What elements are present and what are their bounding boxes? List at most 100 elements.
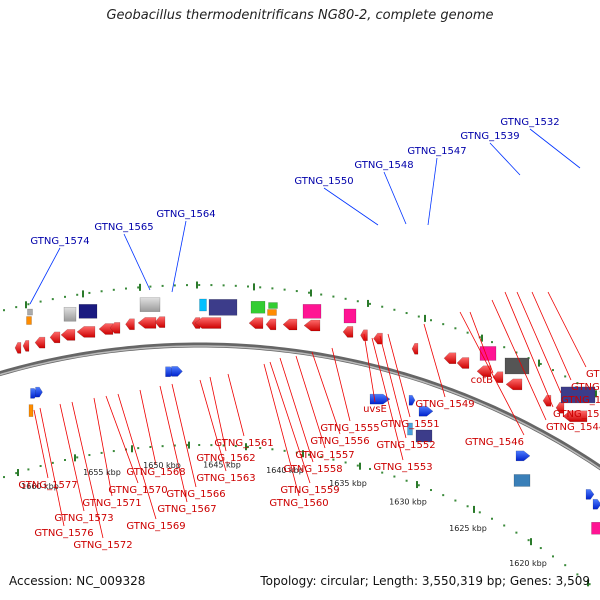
reverse-leader-line xyxy=(39,407,65,527)
major-tick xyxy=(253,283,255,291)
tick-dot xyxy=(344,297,347,300)
reverse-gene-label: GTNG_1553 xyxy=(373,462,432,473)
tick-dot xyxy=(100,290,103,293)
reverse-leader-line xyxy=(423,323,446,398)
reverse-leader-line xyxy=(139,389,157,466)
major-tick xyxy=(188,441,190,449)
reverse-gene-arrow xyxy=(34,336,46,349)
reverse-leader-line xyxy=(516,291,562,394)
major-tick xyxy=(310,289,312,297)
tick-dot xyxy=(39,300,42,303)
tick-dot xyxy=(552,555,554,558)
forward-gene-box xyxy=(28,404,34,417)
reverse-gene-label: GTNG_1573 xyxy=(54,513,113,524)
forward-gene-arrow xyxy=(171,366,183,377)
kbp-tick-label: 1625 kbp xyxy=(449,524,487,533)
tick-dot xyxy=(15,306,18,309)
reverse-gene-arrow xyxy=(22,340,30,352)
major-tick xyxy=(473,505,475,513)
tick-dot xyxy=(430,489,432,492)
reverse-gene-label: GTNG_1540 xyxy=(586,369,600,380)
major-tick xyxy=(245,443,247,451)
tick-dot xyxy=(149,285,152,288)
genome-backbone xyxy=(0,342,600,471)
tick-dot xyxy=(137,447,140,450)
tick-dot xyxy=(234,284,237,287)
tick-dot xyxy=(344,461,347,464)
tick-dot xyxy=(393,475,396,478)
reverse-gene-label: GTNG_1546 xyxy=(465,437,524,448)
tick-dot xyxy=(332,458,335,461)
reverse-leader-line xyxy=(279,357,314,463)
reverse-gene-arrow xyxy=(14,342,22,354)
tick-dot xyxy=(210,284,213,287)
forward-gene-label: GTNG_1564 xyxy=(156,209,215,220)
reverse-gene-box xyxy=(199,298,207,312)
reverse-leader-line xyxy=(227,373,245,437)
reverse-gene-label: GTNG_1544 xyxy=(546,422,600,433)
forward-gene-label: GTNG_1532 xyxy=(500,117,559,128)
major-tick xyxy=(131,445,133,453)
tick-dot xyxy=(417,315,420,318)
kbp-tick-label: 1620 kbp xyxy=(509,559,547,568)
accession-text: Accession: NC_009328 xyxy=(9,574,146,588)
reverse-leader-line xyxy=(531,291,572,381)
tick-dot xyxy=(27,468,30,471)
tick-dot xyxy=(417,484,420,487)
forward-gene-arrow xyxy=(515,450,531,462)
reverse-leader-line xyxy=(59,403,85,512)
reverse-gene-box xyxy=(560,386,596,404)
tick-dot xyxy=(320,293,323,296)
major-tick xyxy=(416,481,418,489)
major-tick xyxy=(17,469,19,477)
tick-dot xyxy=(3,309,5,312)
reverse-gene-arrow xyxy=(303,319,321,332)
tick-dot xyxy=(491,341,493,344)
kbp-tick-labels: 1620 kbp 1625 kbp 1630 kbp 1635 kbp 1640 kbp… xyxy=(21,460,547,568)
reverse-gene-box xyxy=(139,297,161,312)
tick-dot xyxy=(332,295,335,298)
tick-dot xyxy=(15,472,18,475)
tick-dot xyxy=(51,298,54,301)
reverse-gene-label: GTNG_1549 xyxy=(415,399,474,410)
reverse-leader-line xyxy=(371,337,404,461)
major-tick xyxy=(196,281,198,289)
reverse-gene-label: GTNG_1559 xyxy=(280,485,339,496)
reverse-gene-box xyxy=(26,316,32,325)
reverse-leader-line xyxy=(295,355,326,449)
reverse-gene-box xyxy=(63,306,77,322)
tick-dot xyxy=(173,444,176,447)
reverse-leader-line xyxy=(117,393,157,520)
reverse-gene-label: GTNG_1560 xyxy=(269,498,328,509)
tick-dot xyxy=(186,284,188,287)
tick-dot xyxy=(576,382,579,385)
reverse-gene-arrow xyxy=(411,343,419,355)
tick-dot xyxy=(112,288,115,291)
tick-dot xyxy=(76,293,79,296)
reverse-leader-line xyxy=(105,395,139,484)
forward-gene-arrow xyxy=(408,394,416,406)
tick-dot xyxy=(515,531,518,534)
kbp-tick-label: 1645 kbp xyxy=(203,460,241,469)
tick-dot xyxy=(430,319,432,322)
major-tick xyxy=(481,334,483,342)
reverse-leader-line xyxy=(504,291,554,408)
tick-dot xyxy=(503,346,506,349)
reverse-leader-line xyxy=(93,397,113,497)
reverse-gene-label: GTNG_1555 xyxy=(320,423,379,434)
kbp-tick-label: 1660 kbp xyxy=(21,482,59,491)
major-tick xyxy=(538,359,540,367)
reverse-leader-line xyxy=(469,311,494,374)
reverse-leader-line xyxy=(209,376,227,452)
reverse-gene-label: GTNG_1542 xyxy=(561,395,600,406)
tick-dot xyxy=(552,369,554,372)
reverse-leader-line xyxy=(491,299,547,421)
forward-gene-label: GTNG_1574 xyxy=(30,236,89,247)
reverse-gene-label: GTNG_1557 xyxy=(295,450,354,461)
reverse-gene-box xyxy=(208,299,238,316)
tick-dot xyxy=(283,288,286,291)
reverse-gene-label: GTNG_1576 xyxy=(34,528,93,539)
major-tick xyxy=(424,314,426,322)
tick-dot xyxy=(564,564,567,567)
